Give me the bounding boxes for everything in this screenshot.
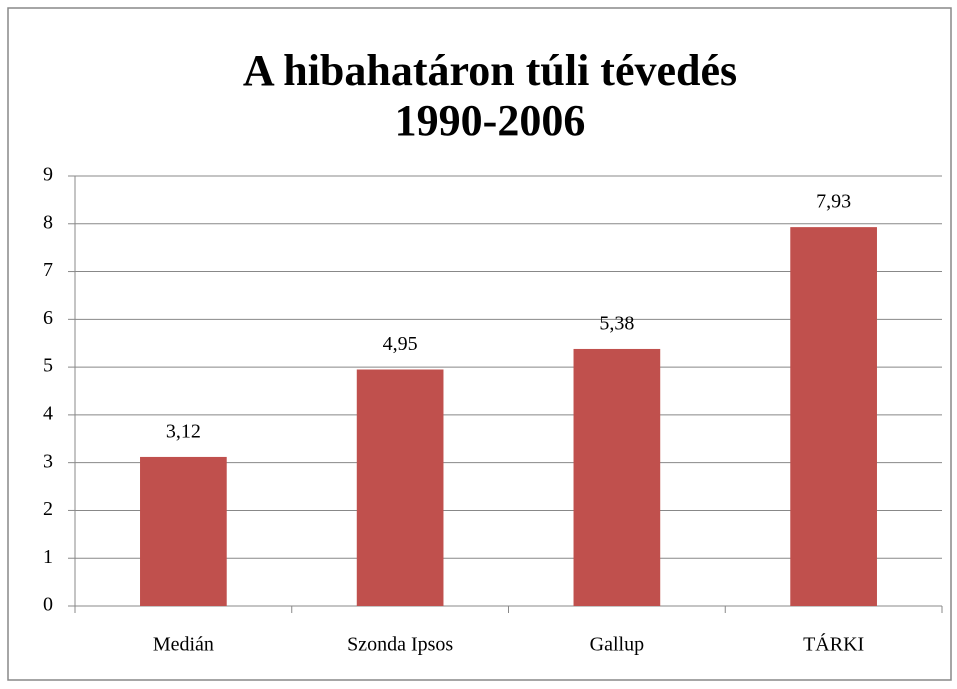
y-tick-label: 6 [43,307,53,329]
y-tick-label: 9 [43,164,53,186]
x-tick-label: Gallup [590,634,644,656]
chart-title: 1990-2006 [395,96,586,145]
bar [790,227,877,606]
x-tick-label: Szonda Ipsos [347,634,453,656]
x-tick-label: TÁRKI [803,633,864,656]
data-label: 4,95 [383,333,418,355]
bar [573,348,661,606]
data-label: 7,93 [816,191,851,213]
chart-title: A hibahatáron túli tévedés [243,46,737,95]
x-tick-label: Medián [153,634,214,656]
data-label: 3,12 [166,421,201,443]
y-tick-label: 0 [43,594,53,616]
bar [140,456,227,606]
bar [356,369,444,606]
y-tick-label: 7 [43,259,53,281]
y-tick-label: 4 [43,402,53,424]
y-tick-label: 5 [43,355,53,377]
data-label: 5,38 [599,313,634,335]
y-tick-label: 8 [43,211,53,233]
y-tick-label: 1 [43,546,53,568]
y-tick-label: 2 [43,498,53,520]
y-tick-label: 3 [43,450,53,472]
